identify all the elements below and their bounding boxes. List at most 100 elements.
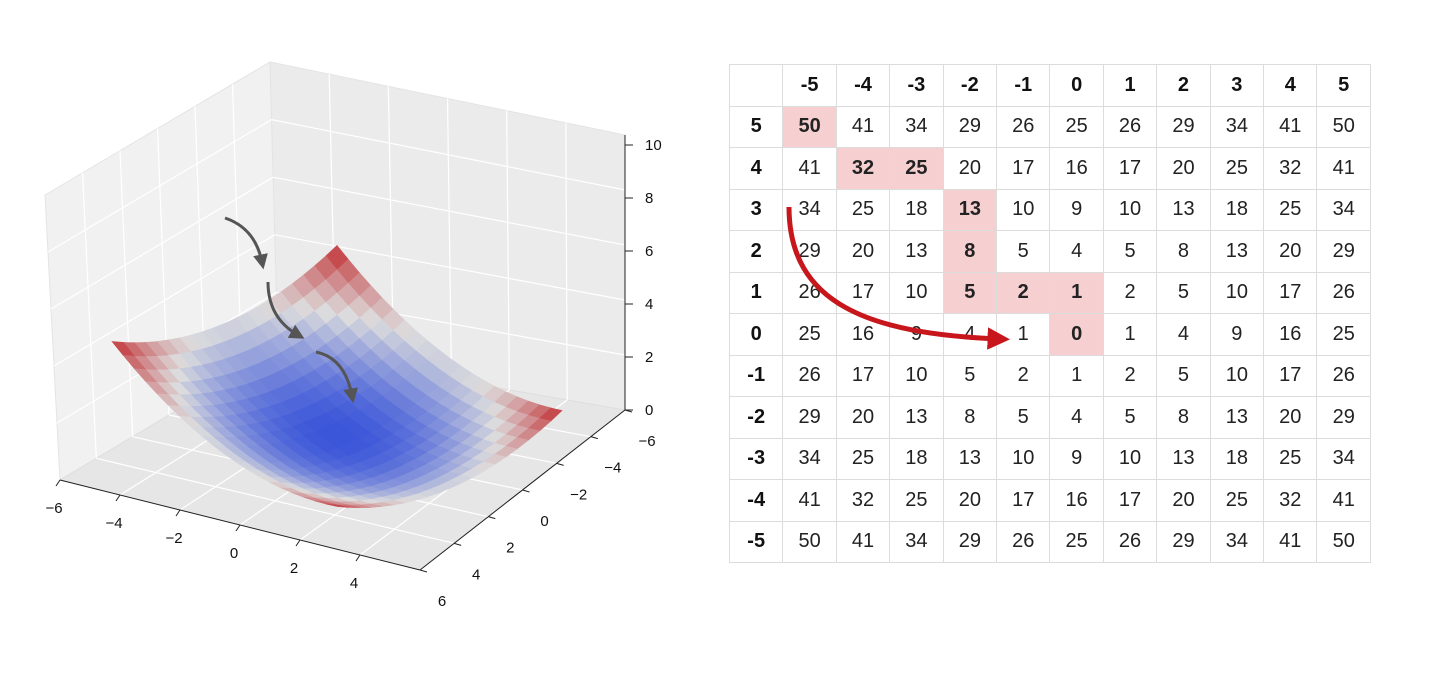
table-cell: 16 bbox=[1263, 313, 1318, 356]
table-cell: 5 bbox=[996, 230, 1051, 273]
table-cell: 41 bbox=[1316, 147, 1371, 190]
highlighted-cell: 25 bbox=[889, 147, 944, 190]
table-cell: 25 bbox=[782, 313, 837, 356]
table-cell: 20 bbox=[1263, 230, 1318, 273]
table-cell: 29 bbox=[1156, 520, 1211, 563]
x-tick bbox=[55, 479, 61, 487]
table-cell: 20 bbox=[835, 396, 891, 439]
table-cell: 32 bbox=[1263, 479, 1318, 522]
table-cell: 9 bbox=[1049, 437, 1104, 480]
table-cell: 20 bbox=[835, 230, 891, 273]
table-cell: 18 bbox=[889, 437, 944, 480]
table-cell: 50 bbox=[782, 520, 837, 563]
y-tick-label: −6 bbox=[638, 433, 655, 450]
table-cell: 13 bbox=[1209, 230, 1265, 273]
descent-arrow-3 bbox=[315, 350, 359, 404]
x-tick-label: −6 bbox=[45, 500, 62, 517]
table-cell: 17 bbox=[1263, 271, 1318, 314]
descent-arrow-1 bbox=[224, 216, 268, 270]
surface-plot-3d: 0 2 4 6 8 10 −6 −4 −2 0 2 4 −6 −4 −2 0 2 4 6 bbox=[44, 61, 662, 610]
z-tick-label: 0 bbox=[645, 402, 653, 419]
table-cell: 26 bbox=[1316, 354, 1371, 397]
y-tick bbox=[419, 569, 428, 573]
table-row: 5 50 41 34 29 26 25 26 29 34 41 50 bbox=[728, 105, 1371, 148]
y-tick-label: 2 bbox=[506, 540, 514, 557]
table-row: 4 41 32 25 20 17 16 17 20 25 32 41 bbox=[728, 147, 1371, 190]
highlighted-cell: 50 bbox=[782, 105, 837, 148]
x-tick bbox=[235, 524, 241, 532]
table-cell: 5 bbox=[1102, 230, 1158, 273]
highlighted-cell: 5 bbox=[942, 271, 998, 314]
table-cell: 29 bbox=[782, 396, 837, 439]
table-cell: 25 bbox=[1209, 479, 1265, 522]
surface-patch bbox=[325, 503, 349, 508]
row-header: 0 bbox=[728, 313, 784, 356]
x-tick bbox=[295, 539, 301, 547]
table-row: -3 34 25 18 13 10 9 10 13 18 25 34 bbox=[728, 437, 1371, 480]
table-cell: 18 bbox=[1209, 188, 1265, 231]
y-tick bbox=[590, 436, 598, 440]
highlighted-cell: 13 bbox=[942, 188, 998, 231]
table-cell: 2 bbox=[1102, 271, 1158, 314]
table-cell: 4 bbox=[1049, 230, 1104, 273]
table-cell: 29 bbox=[782, 230, 837, 273]
table-cell: 34 bbox=[782, 437, 837, 480]
highlighted-cell: 2 bbox=[996, 271, 1051, 314]
table-cell: 5 bbox=[942, 354, 998, 397]
table-cell: 8 bbox=[1156, 396, 1211, 439]
table-cell: 29 bbox=[1156, 105, 1211, 148]
x-tick-label: 4 bbox=[350, 575, 358, 592]
table-cell: 25 bbox=[889, 479, 944, 522]
table-cell: 20 bbox=[1263, 396, 1318, 439]
table-cell: 1 bbox=[996, 313, 1051, 356]
table-cell: 13 bbox=[1209, 396, 1265, 439]
table-cell: 41 bbox=[835, 105, 891, 148]
table-cell: 29 bbox=[1316, 230, 1371, 273]
table-cell: 25 bbox=[1316, 313, 1371, 356]
table-cell: 10 bbox=[1209, 271, 1265, 314]
column-header: 2 bbox=[1156, 64, 1211, 107]
table-cell: 8 bbox=[1156, 230, 1211, 273]
x-tick bbox=[355, 554, 361, 562]
row-header: 1 bbox=[728, 271, 784, 314]
x-tick-label: −2 bbox=[165, 530, 182, 547]
descent-arrow-2 bbox=[266, 281, 305, 339]
x-tick-label: 0 bbox=[230, 545, 238, 562]
table-cell: 5 bbox=[1102, 396, 1158, 439]
table-cell: 26 bbox=[782, 271, 837, 314]
y-tick-label: −4 bbox=[604, 460, 621, 477]
table-cell: 17 bbox=[835, 354, 891, 397]
table-cell: 34 bbox=[1316, 437, 1371, 480]
row-header: 4 bbox=[728, 147, 784, 190]
table-cell: 41 bbox=[782, 479, 837, 522]
table-cell: 17 bbox=[996, 147, 1051, 190]
column-header: 0 bbox=[1049, 64, 1104, 107]
z-tick-label: 2 bbox=[645, 349, 653, 366]
table-cell: 10 bbox=[996, 188, 1051, 231]
x-tick-label: 2 bbox=[290, 560, 298, 577]
table-row: -2 29 20 13 8 5 4 5 8 13 20 29 bbox=[728, 396, 1371, 439]
table-cell: 34 bbox=[889, 105, 944, 148]
table-cell: 26 bbox=[1102, 105, 1158, 148]
table-cell: 41 bbox=[1316, 479, 1371, 522]
table-cell: 5 bbox=[996, 396, 1051, 439]
table-cell: 4 bbox=[942, 313, 998, 356]
table-cell: 25 bbox=[835, 437, 891, 480]
column-header: -4 bbox=[835, 64, 891, 107]
table-cell: 29 bbox=[942, 520, 998, 563]
table-row: -1 26 17 10 5 2 1 2 5 10 17 26 bbox=[728, 354, 1371, 397]
table-cell: 50 bbox=[1316, 520, 1371, 563]
table-cell: 17 bbox=[1263, 354, 1318, 397]
header-row: -5 -4 -3 -2 -1 0 1 2 3 4 5 bbox=[728, 64, 1371, 107]
y-tick-label: 4 bbox=[472, 566, 480, 583]
table-cell: 29 bbox=[942, 105, 998, 148]
table-cell: 10 bbox=[1102, 188, 1158, 231]
column-header: -1 bbox=[996, 64, 1051, 107]
table-cell: 20 bbox=[1156, 147, 1211, 190]
table-cell: 10 bbox=[996, 437, 1051, 480]
table-cell: 1 bbox=[1049, 354, 1104, 397]
y-tick bbox=[488, 516, 496, 520]
table-cell: 4 bbox=[1049, 396, 1104, 439]
table-cell: 20 bbox=[942, 479, 998, 522]
table-row: 2 29 20 13 8 5 4 5 8 13 20 29 bbox=[728, 230, 1371, 273]
